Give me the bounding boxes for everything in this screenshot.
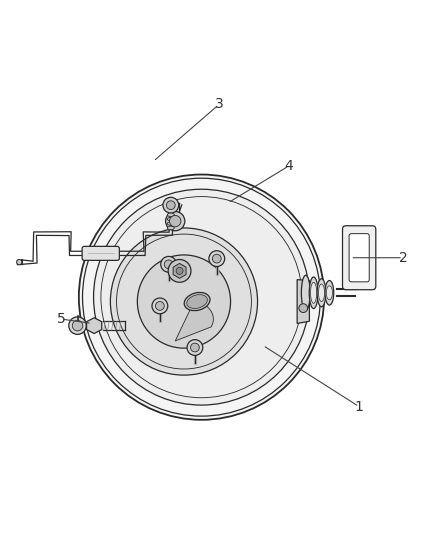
Ellipse shape xyxy=(317,279,326,307)
Polygon shape xyxy=(173,263,186,278)
Text: 3: 3 xyxy=(215,98,223,111)
Circle shape xyxy=(110,228,258,375)
Ellipse shape xyxy=(309,277,318,309)
Circle shape xyxy=(163,197,179,213)
Circle shape xyxy=(161,256,177,272)
Circle shape xyxy=(166,212,185,231)
Circle shape xyxy=(17,260,22,265)
Ellipse shape xyxy=(187,295,208,309)
FancyBboxPatch shape xyxy=(349,233,369,282)
Text: 5: 5 xyxy=(57,312,66,326)
Circle shape xyxy=(69,317,86,334)
Text: 1: 1 xyxy=(355,400,364,414)
FancyBboxPatch shape xyxy=(343,226,376,290)
Circle shape xyxy=(94,189,309,405)
Circle shape xyxy=(138,255,230,348)
Circle shape xyxy=(164,260,173,269)
FancyBboxPatch shape xyxy=(82,246,119,260)
Polygon shape xyxy=(175,300,213,341)
Ellipse shape xyxy=(301,275,310,310)
Circle shape xyxy=(212,254,221,263)
Circle shape xyxy=(170,215,181,227)
Ellipse shape xyxy=(325,280,334,305)
Circle shape xyxy=(168,260,191,282)
Ellipse shape xyxy=(167,217,174,221)
Text: 2: 2 xyxy=(399,251,407,265)
Ellipse shape xyxy=(311,282,317,303)
Circle shape xyxy=(155,302,164,310)
Circle shape xyxy=(187,340,203,356)
Text: 4: 4 xyxy=(285,159,293,173)
Circle shape xyxy=(299,304,307,312)
Polygon shape xyxy=(87,318,102,334)
Ellipse shape xyxy=(167,222,174,225)
Circle shape xyxy=(166,201,175,209)
Circle shape xyxy=(152,298,168,314)
Ellipse shape xyxy=(184,293,210,311)
Circle shape xyxy=(191,343,199,352)
Ellipse shape xyxy=(318,284,325,302)
Ellipse shape xyxy=(167,226,174,230)
Ellipse shape xyxy=(167,213,174,216)
Circle shape xyxy=(209,251,225,266)
Polygon shape xyxy=(297,280,309,324)
Ellipse shape xyxy=(326,286,332,300)
Circle shape xyxy=(72,320,83,331)
Circle shape xyxy=(176,268,183,274)
Circle shape xyxy=(79,174,324,420)
